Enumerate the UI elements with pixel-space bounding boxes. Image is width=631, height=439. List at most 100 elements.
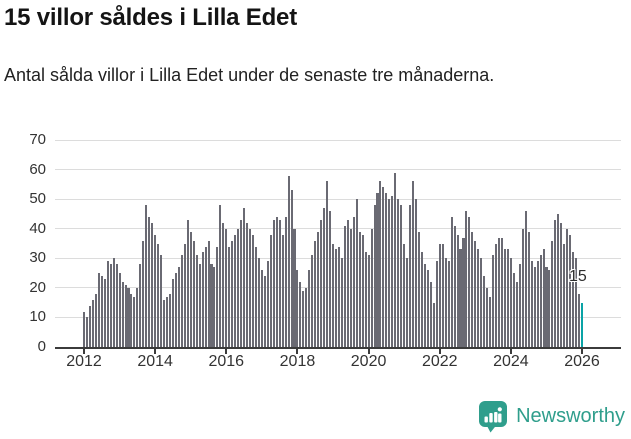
gridline xyxy=(55,169,621,171)
bar xyxy=(518,264,521,347)
bar xyxy=(234,234,237,347)
x-axis-tick-label: 2024 xyxy=(493,353,529,370)
bar xyxy=(536,261,539,347)
bar xyxy=(495,243,498,347)
bar xyxy=(456,234,459,347)
bar xyxy=(100,276,103,347)
newsworthy-logo-icon xyxy=(479,401,508,433)
bars-layer xyxy=(83,140,584,347)
x-axis-tick xyxy=(296,349,299,354)
bar xyxy=(266,261,269,347)
bar xyxy=(503,249,506,347)
bar xyxy=(361,234,364,347)
bar xyxy=(284,216,287,347)
x-axis-tick xyxy=(367,349,370,354)
bar xyxy=(376,193,379,347)
bar xyxy=(305,287,308,347)
bar xyxy=(560,222,563,347)
bar xyxy=(97,273,100,347)
bar xyxy=(293,228,296,347)
bar xyxy=(296,270,299,347)
bar xyxy=(174,273,177,347)
chart-subtitle: Antal sålda villor i Lilla Edet under de… xyxy=(4,65,495,85)
bar xyxy=(569,234,572,347)
bar xyxy=(355,199,358,347)
bar xyxy=(281,234,284,347)
x-axis-tick-label: 2016 xyxy=(208,353,245,370)
bar xyxy=(139,264,142,347)
bar xyxy=(471,231,474,347)
bar xyxy=(566,228,569,347)
bar xyxy=(180,255,183,347)
bar xyxy=(127,287,130,347)
gridline xyxy=(55,139,621,141)
bar xyxy=(142,240,145,347)
bar xyxy=(480,258,483,347)
bar xyxy=(548,270,551,347)
x-axis-tick xyxy=(509,349,512,354)
bar xyxy=(168,293,172,347)
bar xyxy=(512,273,515,347)
bar xyxy=(349,228,352,347)
bar xyxy=(447,261,450,347)
bar xyxy=(465,211,468,347)
y-axis-tick-label: 70 xyxy=(29,131,46,148)
bar xyxy=(133,296,136,347)
bar xyxy=(409,205,412,347)
bar xyxy=(334,249,338,347)
bar xyxy=(468,216,471,347)
bar xyxy=(370,228,373,347)
bar xyxy=(83,311,86,347)
bar xyxy=(237,228,240,347)
bar xyxy=(521,228,524,347)
bar xyxy=(557,213,560,347)
bar xyxy=(323,208,326,347)
bar xyxy=(492,255,495,347)
bar xyxy=(195,255,198,347)
bar xyxy=(358,231,361,347)
bar xyxy=(489,296,492,347)
bar xyxy=(151,222,154,347)
bar xyxy=(509,258,512,347)
bar xyxy=(106,261,109,347)
y-axis-tick-label: 40 xyxy=(29,219,46,237)
x-axis-tick xyxy=(438,349,441,354)
bar xyxy=(539,255,542,347)
bar xyxy=(210,264,213,347)
bar xyxy=(163,299,166,347)
bar xyxy=(103,279,106,347)
bar xyxy=(329,211,332,347)
bar xyxy=(474,240,477,347)
bar xyxy=(332,243,335,347)
bar xyxy=(429,281,432,347)
bar xyxy=(426,270,429,347)
bar xyxy=(112,258,115,347)
bar xyxy=(515,281,518,347)
bar xyxy=(542,249,545,347)
bar xyxy=(130,293,133,347)
bar xyxy=(453,225,456,347)
x-axis-tick-label: 2022 xyxy=(421,353,458,370)
bar xyxy=(340,258,343,347)
bar xyxy=(192,240,195,347)
bar xyxy=(459,249,462,347)
bar xyxy=(228,246,231,347)
bar xyxy=(219,205,222,347)
bar xyxy=(444,258,447,347)
bar xyxy=(320,219,323,347)
bar xyxy=(379,181,382,347)
bar xyxy=(254,246,257,347)
bar xyxy=(343,225,346,347)
bar xyxy=(160,255,163,347)
bar xyxy=(124,284,127,347)
bar xyxy=(441,243,444,347)
bar xyxy=(385,193,388,347)
bar xyxy=(530,261,533,347)
bar xyxy=(382,187,385,347)
bar xyxy=(524,211,527,347)
bar xyxy=(477,249,480,347)
newsworthy-branding: Newsworthy xyxy=(478,400,625,433)
bar xyxy=(500,237,504,347)
bar xyxy=(91,299,94,347)
